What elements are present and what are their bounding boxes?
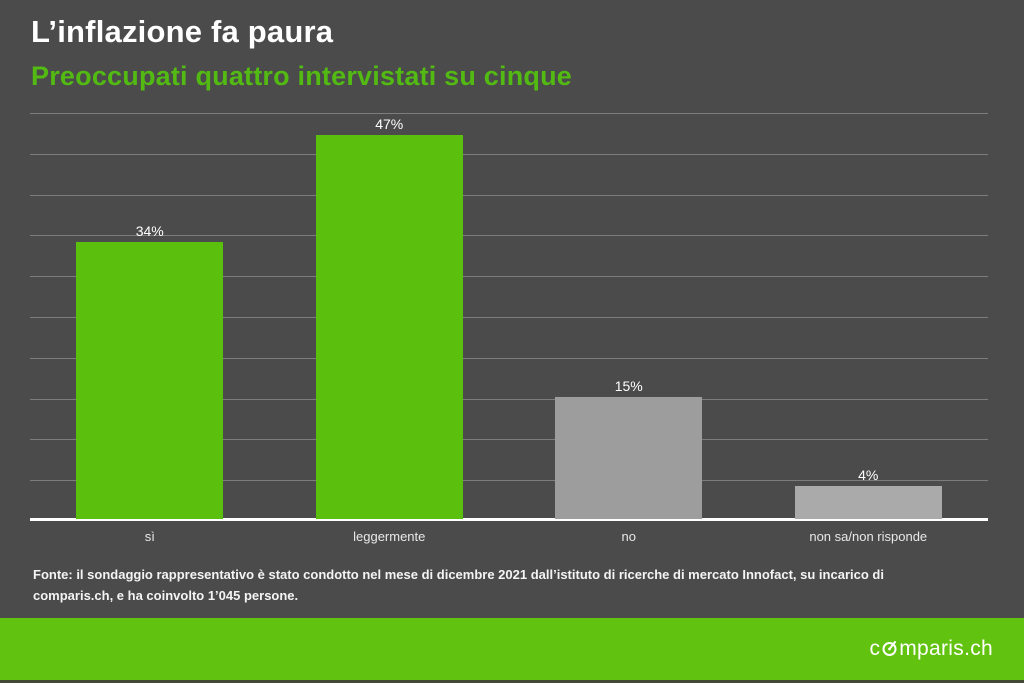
- gridline-15: [30, 398, 988, 400]
- category-label: non sa/non risponde: [809, 529, 928, 544]
- bar-value-label: 34%: [135, 222, 164, 239]
- gridline-20: [30, 357, 988, 359]
- gridline-5: [30, 480, 988, 482]
- bar-value-label: 47%: [375, 116, 404, 133]
- bar-value-label: 4%: [858, 467, 879, 484]
- bottom-strip: [0, 680, 1024, 683]
- bar-chart-plot: 34% sì 47% leggermente 15% no 4% non sa/non ris…: [30, 113, 988, 544]
- bar-no: [555, 396, 703, 519]
- x-axis-line: [30, 518, 988, 521]
- chart-subtitle: Preoccupati quattro intervistati su cinq…: [31, 61, 573, 91]
- gridline-35: [30, 235, 988, 237]
- gridline-40: [30, 194, 988, 196]
- bar-non sa/non risponde: [794, 486, 942, 519]
- source-note: Fonte: il sondaggio rappresentativo è st…: [33, 567, 884, 603]
- gridline-45: [30, 153, 988, 155]
- category-label: sì: [144, 529, 155, 544]
- gridline-25: [30, 317, 988, 318]
- bar-sì: [76, 241, 224, 519]
- bar-value-label: 15%: [614, 377, 643, 394]
- gridline-50: [30, 113, 988, 114]
- comparis-logo: c mparis.ch: [869, 636, 993, 663]
- gauge-o-icon: [881, 639, 898, 663]
- gridline-30: [30, 276, 988, 278]
- chart-title: L’inflazione fa paura: [31, 14, 334, 49]
- category-label: leggermente: [353, 529, 426, 544]
- bar-leggermente: [315, 135, 463, 519]
- logo-text-pre: c: [869, 637, 881, 660]
- logo-text-post: mparis.ch: [899, 637, 993, 660]
- category-label: no: [621, 529, 636, 544]
- brand-footer: c mparis.ch: [0, 618, 1024, 680]
- gridline-10: [30, 439, 988, 441]
